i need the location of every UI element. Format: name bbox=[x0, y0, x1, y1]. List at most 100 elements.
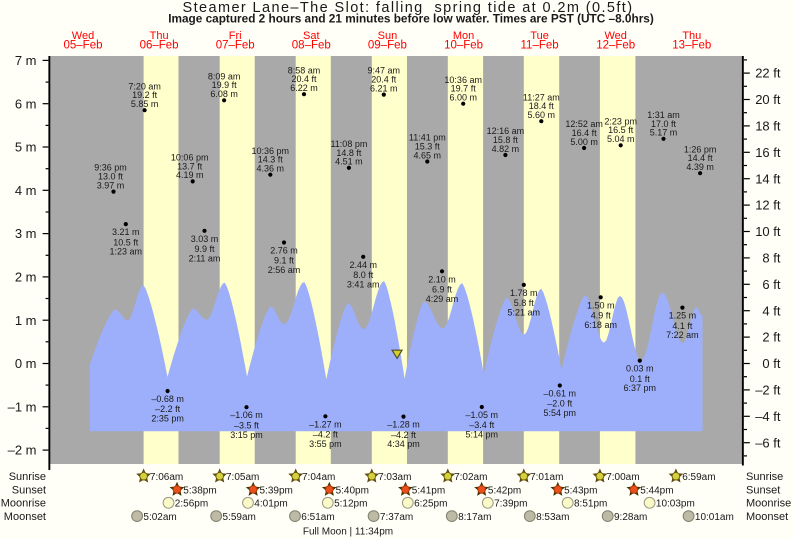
svg-text:–2.2 ft: –2.2 ft bbox=[155, 404, 181, 414]
svg-text:5:02am: 5:02am bbox=[143, 512, 176, 523]
svg-text:Sunset: Sunset bbox=[12, 484, 46, 496]
svg-text:6 m: 6 m bbox=[15, 96, 37, 111]
svg-text:0 m: 0 m bbox=[15, 356, 37, 371]
svg-text:4:34 pm: 4:34 pm bbox=[387, 439, 420, 449]
svg-text:3.97 m: 3.97 m bbox=[97, 180, 125, 190]
svg-text:19.9 ft: 19.9 ft bbox=[212, 80, 238, 90]
svg-text:2 m: 2 m bbox=[15, 270, 37, 285]
svg-text:9.9 ft: 9.9 ft bbox=[194, 244, 215, 254]
svg-text:11:41 pm: 11:41 pm bbox=[409, 133, 446, 143]
svg-text:2:56 am: 2:56 am bbox=[268, 265, 301, 275]
svg-text:2:23 pm: 2:23 pm bbox=[604, 116, 637, 126]
svg-text:–3.5 ft: –3.5 ft bbox=[234, 420, 260, 430]
svg-text:Full Moon | 11:34pm: Full Moon | 11:34pm bbox=[303, 527, 393, 538]
svg-text:11:27 am: 11:27 am bbox=[523, 92, 560, 102]
svg-text:0.03 m: 0.03 m bbox=[626, 364, 654, 374]
svg-text:Moonrise: Moonrise bbox=[746, 498, 791, 510]
svg-text:09–Feb: 09–Feb bbox=[368, 40, 407, 52]
svg-text:5:40pm: 5:40pm bbox=[336, 485, 369, 496]
svg-text:Steamer Lane–The Slot: falling: Steamer Lane–The Slot: falling spring ti… bbox=[183, 0, 634, 16]
svg-text:5:43pm: 5:43pm bbox=[564, 485, 597, 496]
svg-text:Wed: Wed bbox=[604, 30, 626, 42]
svg-text:16.5 ft: 16.5 ft bbox=[608, 125, 634, 135]
svg-text:6.9 ft: 6.9 ft bbox=[432, 285, 453, 295]
svg-text:08–Feb: 08–Feb bbox=[292, 40, 331, 52]
svg-text:Sunrise: Sunrise bbox=[9, 471, 46, 483]
svg-text:6.21 m: 6.21 m bbox=[370, 83, 398, 93]
svg-text:9:47 am: 9:47 am bbox=[368, 66, 401, 76]
svg-text:–1.28 m: –1.28 m bbox=[387, 420, 420, 430]
svg-text:5:39pm: 5:39pm bbox=[260, 485, 293, 496]
svg-text:18.4 ft: 18.4 ft bbox=[529, 101, 555, 111]
svg-text:8:58 am: 8:58 am bbox=[288, 65, 321, 75]
svg-text:7:03am: 7:03am bbox=[378, 472, 411, 483]
svg-text:4.51 m: 4.51 m bbox=[335, 157, 363, 167]
svg-text:8:17am: 8:17am bbox=[458, 512, 491, 523]
svg-text:7:22 am: 7:22 am bbox=[666, 330, 699, 340]
svg-text:4.39 m: 4.39 m bbox=[686, 162, 714, 172]
svg-text:22 ft: 22 ft bbox=[755, 66, 781, 81]
svg-text:2.10 m: 2.10 m bbox=[428, 274, 456, 284]
svg-text:5 m: 5 m bbox=[15, 140, 37, 155]
svg-text:–4 ft: –4 ft bbox=[755, 409, 781, 424]
svg-text:–2 ft: –2 ft bbox=[755, 383, 781, 398]
svg-text:1.50 m: 1.50 m bbox=[587, 300, 615, 310]
svg-text:7:05am: 7:05am bbox=[226, 472, 259, 483]
svg-text:–4.2 ft: –4.2 ft bbox=[313, 430, 339, 440]
svg-text:5:41pm: 5:41pm bbox=[412, 485, 445, 496]
svg-text:16 ft: 16 ft bbox=[755, 145, 781, 160]
svg-text:6.08 m: 6.08 m bbox=[210, 89, 238, 99]
svg-text:5:59am: 5:59am bbox=[223, 512, 256, 523]
svg-text:–1.27 m: –1.27 m bbox=[309, 419, 342, 429]
svg-text:7:01am: 7:01am bbox=[530, 472, 563, 483]
svg-text:–4.2 ft: –4.2 ft bbox=[391, 430, 417, 440]
svg-text:11:08 pm: 11:08 pm bbox=[330, 139, 367, 149]
svg-text:14.3 ft: 14.3 ft bbox=[258, 155, 284, 165]
svg-text:1:31 am: 1:31 am bbox=[647, 110, 680, 120]
svg-text:3.21 m: 3.21 m bbox=[112, 227, 140, 237]
svg-text:4:29 am: 4:29 am bbox=[426, 294, 459, 304]
svg-text:–2.0 ft: –2.0 ft bbox=[547, 399, 573, 409]
svg-text:2 ft: 2 ft bbox=[762, 330, 780, 345]
svg-text:Fri: Fri bbox=[229, 30, 242, 42]
svg-text:2.76 m: 2.76 m bbox=[270, 246, 298, 256]
svg-text:12–Feb: 12–Feb bbox=[596, 40, 635, 52]
svg-text:2.44 m: 2.44 m bbox=[349, 260, 377, 270]
svg-text:1 m: 1 m bbox=[15, 313, 37, 328]
svg-text:9.1 ft: 9.1 ft bbox=[274, 256, 295, 266]
svg-text:8:53am: 8:53am bbox=[536, 512, 569, 523]
svg-text:4:01pm: 4:01pm bbox=[254, 499, 287, 510]
svg-text:15.8 ft: 15.8 ft bbox=[493, 135, 519, 145]
svg-text:18 ft: 18 ft bbox=[755, 119, 781, 134]
svg-text:1.25 m: 1.25 m bbox=[669, 311, 697, 321]
svg-text:10:36 pm: 10:36 pm bbox=[252, 146, 290, 156]
svg-text:–0.61 m: –0.61 m bbox=[544, 389, 577, 399]
svg-text:Sunset: Sunset bbox=[746, 484, 780, 496]
svg-text:6 ft: 6 ft bbox=[762, 277, 780, 292]
svg-text:1:23 am: 1:23 am bbox=[110, 247, 143, 257]
svg-text:9:28am: 9:28am bbox=[614, 512, 647, 523]
svg-text:5.8 ft: 5.8 ft bbox=[514, 298, 535, 308]
svg-text:Mon: Mon bbox=[453, 30, 474, 42]
svg-text:Sunrise: Sunrise bbox=[746, 471, 783, 483]
svg-text:14.8 ft: 14.8 ft bbox=[336, 148, 362, 158]
svg-text:7:06am: 7:06am bbox=[150, 472, 183, 483]
svg-text:5:44pm: 5:44pm bbox=[640, 485, 673, 496]
svg-text:19.7 ft: 19.7 ft bbox=[451, 84, 477, 94]
svg-text:4.19 m: 4.19 m bbox=[176, 170, 204, 180]
svg-text:13.7 ft: 13.7 ft bbox=[177, 161, 203, 171]
svg-text:5:14 pm: 5:14 pm bbox=[466, 430, 499, 440]
svg-text:7:20 am: 7:20 am bbox=[128, 81, 161, 91]
svg-text:7:02am: 7:02am bbox=[454, 472, 487, 483]
svg-text:10 ft: 10 ft bbox=[755, 224, 781, 239]
svg-text:10:03pm: 10:03pm bbox=[656, 499, 695, 510]
svg-text:13–Feb: 13–Feb bbox=[672, 40, 711, 52]
svg-text:7:00am: 7:00am bbox=[606, 472, 639, 483]
svg-text:1.78 m: 1.78 m bbox=[510, 288, 538, 298]
svg-text:2:35 pm: 2:35 pm bbox=[151, 414, 184, 424]
svg-text:17.0 ft: 17.0 ft bbox=[651, 119, 677, 129]
svg-text:8:09 am: 8:09 am bbox=[208, 71, 241, 81]
svg-text:10:01am: 10:01am bbox=[695, 512, 734, 523]
svg-text:16.4 ft: 16.4 ft bbox=[572, 128, 598, 138]
svg-text:9:36 pm: 9:36 pm bbox=[94, 163, 127, 173]
